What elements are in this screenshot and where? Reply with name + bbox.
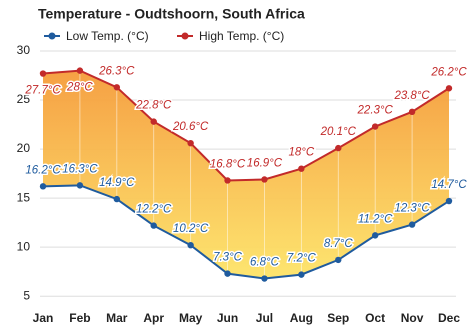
value-label: 7.3°C bbox=[213, 252, 243, 264]
data-point bbox=[371, 232, 379, 239]
data-point bbox=[113, 195, 121, 203]
value-label: 20.1°C bbox=[320, 126, 357, 138]
data-point bbox=[76, 182, 84, 189]
data-point bbox=[39, 70, 47, 77]
value-label: 16.9°C bbox=[247, 158, 283, 170]
y-tick-label: 15 bbox=[17, 190, 31, 204]
value-label: 28°C bbox=[66, 82, 93, 94]
x-tick-label: Jun bbox=[217, 311, 238, 325]
data-point bbox=[187, 139, 194, 147]
x-tick-label: May bbox=[179, 311, 203, 325]
x-tick-label: Apr bbox=[143, 311, 164, 325]
legend-label: Low Temp. (°C) bbox=[66, 29, 149, 43]
data-point bbox=[261, 275, 268, 282]
data-point bbox=[187, 241, 194, 249]
value-label: 22.8°C bbox=[135, 100, 172, 112]
legend-marker bbox=[181, 32, 189, 40]
value-label: 10.2°C bbox=[173, 223, 209, 235]
data-point bbox=[150, 222, 157, 229]
x-tick-label: Oct bbox=[365, 311, 385, 325]
value-label: 11.2°C bbox=[358, 213, 393, 225]
value-label: 12.3°C bbox=[394, 203, 430, 215]
data-point bbox=[445, 85, 453, 92]
y-tick-label: 30 bbox=[17, 43, 31, 57]
data-point bbox=[39, 183, 47, 190]
data-point bbox=[298, 165, 305, 172]
data-point bbox=[113, 84, 121, 91]
value-label: 14.7°C bbox=[431, 179, 467, 191]
x-tick-label: Nov bbox=[401, 311, 424, 325]
value-label: 16.3°C bbox=[62, 163, 98, 175]
x-tick-label: Jul bbox=[256, 311, 273, 325]
value-label: 14.9°C bbox=[99, 177, 135, 189]
x-tick-label: Sep bbox=[327, 311, 349, 325]
value-label: 12.2°C bbox=[136, 204, 172, 216]
value-label: 16.8°C bbox=[210, 158, 246, 170]
value-label: 6.8°C bbox=[250, 257, 280, 269]
value-label: 16.2°C bbox=[25, 164, 61, 176]
value-label: 18°C bbox=[289, 147, 315, 159]
data-point bbox=[224, 177, 231, 184]
y-tick-label: 25 bbox=[17, 92, 31, 106]
data-point bbox=[298, 271, 305, 278]
y-tick-label: 5 bbox=[23, 288, 30, 302]
range-fill bbox=[43, 70, 449, 279]
x-tick-label: Jan bbox=[33, 311, 54, 325]
value-label: 23.8°C bbox=[393, 90, 430, 102]
data-point bbox=[76, 67, 84, 74]
data-point bbox=[224, 270, 231, 277]
value-label: 26.3°C bbox=[98, 65, 135, 77]
legend-label: High Temp. (°C) bbox=[199, 29, 284, 43]
value-label: 27.7°C bbox=[24, 85, 61, 97]
data-point bbox=[371, 123, 379, 130]
x-tick-label: Feb bbox=[69, 311, 90, 325]
data-point bbox=[408, 108, 416, 116]
series-line bbox=[42, 184, 450, 280]
value-label: 8.7°C bbox=[324, 238, 354, 250]
data-point bbox=[408, 221, 416, 228]
data-point bbox=[445, 197, 453, 205]
data-point bbox=[335, 144, 342, 152]
legend-marker bbox=[48, 32, 56, 40]
value-label: 7.2°C bbox=[287, 253, 317, 265]
value-label: 26.2°C bbox=[430, 66, 467, 78]
x-tick-label: Mar bbox=[106, 311, 128, 325]
data-point bbox=[150, 118, 157, 125]
data-point bbox=[335, 256, 342, 264]
x-tick-label: Dec bbox=[438, 311, 460, 325]
y-tick-label: 10 bbox=[17, 239, 31, 253]
series-line bbox=[42, 69, 450, 182]
value-label: 20.6°C bbox=[172, 121, 209, 133]
value-label: 22.3°C bbox=[357, 105, 394, 117]
chart-title: Temperature - Oudtshoorn, South Africa bbox=[38, 6, 305, 22]
data-point bbox=[261, 176, 268, 183]
y-tick-label: 20 bbox=[17, 141, 31, 155]
x-tick-label: Aug bbox=[290, 311, 313, 325]
